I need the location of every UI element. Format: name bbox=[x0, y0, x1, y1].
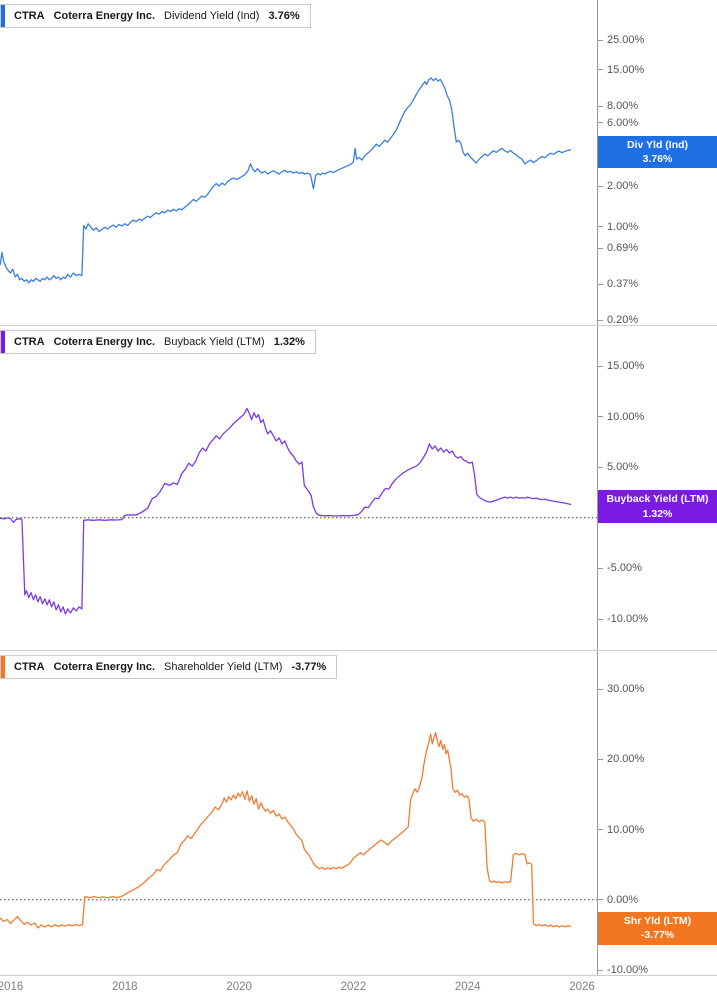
tick-mark bbox=[598, 122, 603, 124]
tick-mark bbox=[598, 618, 603, 620]
y-tick-label: 1.00% bbox=[598, 219, 638, 235]
y-tick-label: 5.00% bbox=[598, 459, 638, 475]
y-tick-label: 25.00% bbox=[598, 32, 644, 48]
value-tag-2: Shr Yld (LTM) -3.77% bbox=[598, 912, 717, 945]
y-axis-0: Div Yld (Ind) 3.76% 25.00% 15.00% 8.00% 6.0… bbox=[597, 0, 717, 325]
tick-mark bbox=[598, 829, 603, 830]
y-axis-1: Buyback Yield (LTM) 1.32% 15.00% 10.00% 5.… bbox=[597, 326, 717, 650]
x-tick-label: 2020 bbox=[226, 981, 252, 993]
y-tick-label: 15.00% bbox=[598, 358, 644, 374]
x-tick-label: 2018 bbox=[112, 981, 138, 993]
y-tick-label: -10.00% bbox=[598, 962, 648, 975]
tick-mark bbox=[598, 105, 603, 107]
metric-label: Buyback Yield (LTM) bbox=[164, 336, 265, 348]
metric-value: 3.76% bbox=[268, 10, 300, 22]
metric-label: Dividend Yield (Ind) bbox=[164, 10, 260, 22]
buyback-yield-plot-area[interactable]: CTRA Coterra Energy Inc. Buyback Yield (… bbox=[0, 326, 597, 650]
metric-value: -3.77% bbox=[291, 661, 327, 673]
dividend-yield-legend: CTRA Coterra Energy Inc. Dividend Yield … bbox=[0, 4, 311, 28]
tick-mark bbox=[598, 39, 603, 41]
plot-svg-2 bbox=[0, 731, 597, 929]
y-tick-label: 30.00% bbox=[598, 681, 644, 697]
tick-mark bbox=[598, 319, 603, 321]
metric-value: 1.32% bbox=[273, 336, 305, 348]
tick-mark bbox=[598, 283, 603, 285]
tick-mark bbox=[598, 365, 603, 367]
tick-mark bbox=[598, 247, 603, 249]
ticker-label: CTRA bbox=[14, 661, 45, 673]
tick-mark bbox=[598, 688, 603, 690]
x-tick-label: 2016 bbox=[0, 981, 24, 993]
ticker-label: CTRA bbox=[14, 336, 45, 348]
shareholder-yield-legend: CTRA Coterra Energy Inc. Shareholder Yie… bbox=[0, 655, 338, 679]
tick-mark bbox=[598, 567, 603, 569]
value-tag-1: Buyback Yield (LTM) 1.32% bbox=[598, 490, 717, 523]
ticker-label: CTRA bbox=[14, 10, 45, 22]
y-tick-label: 2.00% bbox=[598, 178, 638, 194]
value-tag-label: Buyback Yield (LTM) bbox=[606, 493, 709, 506]
y-tick-label: 15.00% bbox=[598, 62, 644, 78]
y-axis-2: Shr Yld (LTM) -3.77% 30.00% 20.00% 10.00% 0… bbox=[597, 651, 717, 975]
metric-label: Shareholder Yield (LTM) bbox=[164, 661, 283, 673]
value-tag-0: Div Yld (Ind) 3.76% bbox=[598, 135, 717, 169]
tick-mark bbox=[598, 69, 603, 71]
x-tick-label: 2026 bbox=[569, 981, 595, 993]
tick-mark bbox=[598, 899, 603, 901]
company-label: Coterra Energy Inc. bbox=[53, 336, 156, 348]
y-tick-label: 6.00% bbox=[598, 115, 638, 131]
x-axis: 2016 2018 2020 2022 2024 2026 bbox=[0, 976, 717, 1005]
buyback-yield-panel: CTRA Coterra Energy Inc. Buyback Yield (… bbox=[0, 326, 717, 651]
dividend-yield-plot-area[interactable]: CTRA Coterra Energy Inc. Dividend Yield … bbox=[0, 0, 597, 325]
company-label: Coterra Energy Inc. bbox=[53, 10, 156, 22]
y-tick-label: -5.00% bbox=[598, 560, 642, 576]
value-tag-label: Div Yld (Ind) bbox=[626, 138, 689, 151]
tick-mark bbox=[598, 969, 603, 971]
y-tick-label: 10.00% bbox=[598, 409, 644, 425]
y-tick-label: 0.00% bbox=[598, 892, 638, 908]
y-tick-label: 0.37% bbox=[598, 276, 638, 292]
x-tick-label: 2022 bbox=[340, 981, 367, 993]
tick-mark bbox=[598, 185, 603, 187]
y-tick-label: 10.00% bbox=[598, 822, 644, 838]
y-tick-label: 0.20% bbox=[598, 312, 638, 325]
legend-color-bar bbox=[1, 656, 5, 678]
y-tick-label: 0.69% bbox=[598, 240, 638, 256]
value-tag-label: Shr Yld (LTM) bbox=[623, 915, 692, 928]
company-label: Coterra Energy Inc. bbox=[53, 661, 156, 673]
value-tag-value: 3.76% bbox=[642, 153, 673, 166]
y-tick-label: -10.00% bbox=[598, 611, 648, 627]
tick-mark bbox=[598, 416, 603, 418]
x-tick-label: 2024 bbox=[454, 981, 481, 993]
shareholder-yield-plot-area[interactable]: CTRA Coterra Energy Inc. Shareholder Yie… bbox=[0, 651, 597, 975]
tick-mark bbox=[598, 226, 603, 228]
legend-color-bar bbox=[1, 5, 5, 27]
plot-svg-1 bbox=[0, 407, 597, 615]
y-tick-label: 20.00% bbox=[598, 751, 644, 767]
tick-mark bbox=[598, 758, 603, 760]
y-tick-label: 8.00% bbox=[598, 98, 638, 114]
buyback-yield-legend: CTRA Coterra Energy Inc. Buyback Yield (… bbox=[0, 330, 316, 354]
dividend-yield-panel: CTRA Coterra Energy Inc. Dividend Yield … bbox=[0, 0, 717, 326]
value-tag-value: 1.32% bbox=[642, 507, 673, 520]
plot-svg-0 bbox=[0, 77, 572, 284]
tick-mark bbox=[598, 466, 603, 468]
value-tag-value: -3.77% bbox=[640, 929, 675, 942]
shareholder-yield-panel: CTRA Coterra Energy Inc. Shareholder Yie… bbox=[0, 651, 717, 976]
legend-color-bar bbox=[1, 331, 5, 353]
